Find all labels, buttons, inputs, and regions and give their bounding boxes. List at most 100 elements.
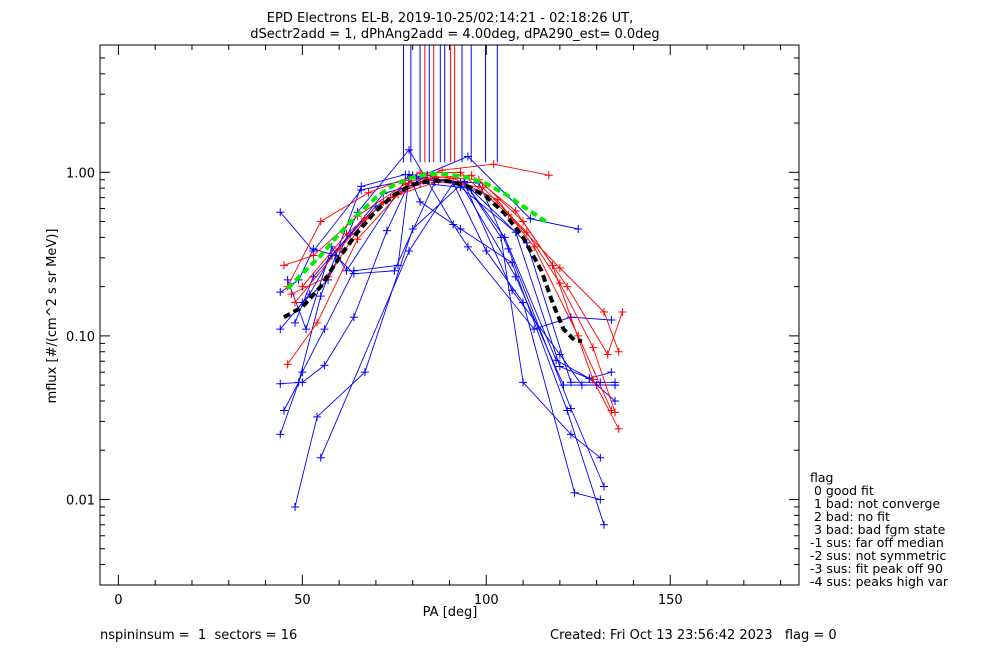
data-point xyxy=(456,168,465,177)
blue-series-line xyxy=(279,177,605,487)
data-point xyxy=(463,152,472,161)
data-point xyxy=(467,171,476,180)
data-point xyxy=(614,424,623,433)
data-point xyxy=(566,404,575,413)
data-point xyxy=(335,244,344,253)
data-point xyxy=(519,378,528,387)
red-series xyxy=(283,168,623,356)
blue-series xyxy=(276,152,583,256)
data-point xyxy=(276,430,285,439)
data-point xyxy=(511,272,520,281)
y-tick-label: 0.10 xyxy=(66,330,95,345)
data-point xyxy=(342,266,351,275)
data-point xyxy=(559,381,568,390)
blue-series xyxy=(279,170,620,415)
data-point xyxy=(416,197,425,206)
legend-line: -1 sus: far off median xyxy=(810,535,944,550)
data-point xyxy=(482,247,491,256)
blue-series xyxy=(283,170,609,529)
blue-series-line xyxy=(283,174,616,411)
data-point xyxy=(566,430,575,439)
data-point xyxy=(309,251,318,260)
y-axis-label: mflux [#/(cm^2 s sr MeV)] xyxy=(45,229,60,404)
data-point xyxy=(500,233,509,242)
data-point xyxy=(283,360,292,369)
data-point xyxy=(449,220,458,229)
data-point xyxy=(290,502,299,511)
data-point xyxy=(588,375,597,384)
footer-left: nspininsum = 1 sectors = 16 xyxy=(100,628,297,643)
data-point xyxy=(611,408,620,417)
data-point xyxy=(607,368,616,377)
data-point xyxy=(357,182,366,191)
data-point xyxy=(600,520,609,529)
data-point xyxy=(526,214,535,223)
data-point xyxy=(302,325,311,334)
data-point xyxy=(290,318,299,327)
data-point xyxy=(596,453,605,462)
red-series-line xyxy=(294,174,620,430)
data-point xyxy=(349,269,358,278)
data-point xyxy=(313,318,322,327)
legend-line: 2 bad: no fit xyxy=(810,509,890,524)
data-point xyxy=(316,453,325,462)
data-marks xyxy=(276,45,627,529)
data-point xyxy=(276,208,285,217)
data-point xyxy=(313,412,322,421)
flag-legend: flag 0 good fit 1 bad: not converge 2 ba… xyxy=(810,470,949,589)
data-point xyxy=(316,292,325,301)
data-point xyxy=(588,343,597,352)
red-series-line xyxy=(287,180,616,413)
legend-line: -2 sus: not symmetric xyxy=(810,548,946,563)
data-point xyxy=(552,356,561,365)
data-point xyxy=(287,290,296,299)
data-point xyxy=(555,263,564,272)
data-point xyxy=(283,275,292,284)
data-point xyxy=(463,242,472,251)
x-axis-label: PA [deg] xyxy=(423,605,478,620)
data-point xyxy=(611,396,620,405)
chart-title-line2: dSectr2add = 1, dPhAng2add = 4.00deg, dP… xyxy=(250,27,659,42)
footer-right: Created: Fri Oct 13 23:56:42 2023 flag =… xyxy=(550,628,837,643)
data-point xyxy=(382,226,391,235)
data-point xyxy=(276,288,285,297)
black-fit-curve xyxy=(282,178,583,343)
data-point xyxy=(279,261,288,270)
x-tick-label: 0 xyxy=(114,593,122,608)
data-point xyxy=(555,362,564,371)
blue-series-line xyxy=(294,182,616,402)
data-point xyxy=(618,307,627,316)
data-point xyxy=(570,488,579,497)
legend-line: -3 sus: fit peak off 90 xyxy=(810,561,943,576)
data-point xyxy=(390,266,399,275)
axes: 0 50 100 150 0.01 0.10 1.00 xyxy=(66,44,799,608)
green-fit-curve xyxy=(286,171,550,290)
data-point xyxy=(489,160,498,169)
chart-title-line1: EPD Electrons EL-B, 2019-10-25/02:14:21 … xyxy=(267,11,633,26)
data-point xyxy=(530,325,539,334)
data-point xyxy=(342,229,351,238)
data-point xyxy=(603,350,612,359)
y-tick-label: 0.01 xyxy=(66,493,95,508)
data-point xyxy=(563,282,572,291)
data-point xyxy=(405,145,414,154)
data-point xyxy=(276,379,285,388)
data-point xyxy=(519,217,528,226)
legend-line: 1 bad: not converge xyxy=(810,496,940,511)
data-point xyxy=(522,228,531,237)
data-point xyxy=(408,225,417,234)
red-series xyxy=(298,172,627,359)
data-point xyxy=(611,381,620,390)
data-point xyxy=(519,298,528,307)
data-point xyxy=(353,235,362,244)
data-point xyxy=(320,361,329,370)
blue-series-line xyxy=(280,181,612,379)
data-point xyxy=(360,368,369,377)
data-point xyxy=(600,307,609,316)
data-point xyxy=(405,247,414,256)
data-point xyxy=(276,325,285,334)
data-point xyxy=(320,325,329,334)
data-point xyxy=(279,406,288,415)
data-point xyxy=(555,350,564,359)
